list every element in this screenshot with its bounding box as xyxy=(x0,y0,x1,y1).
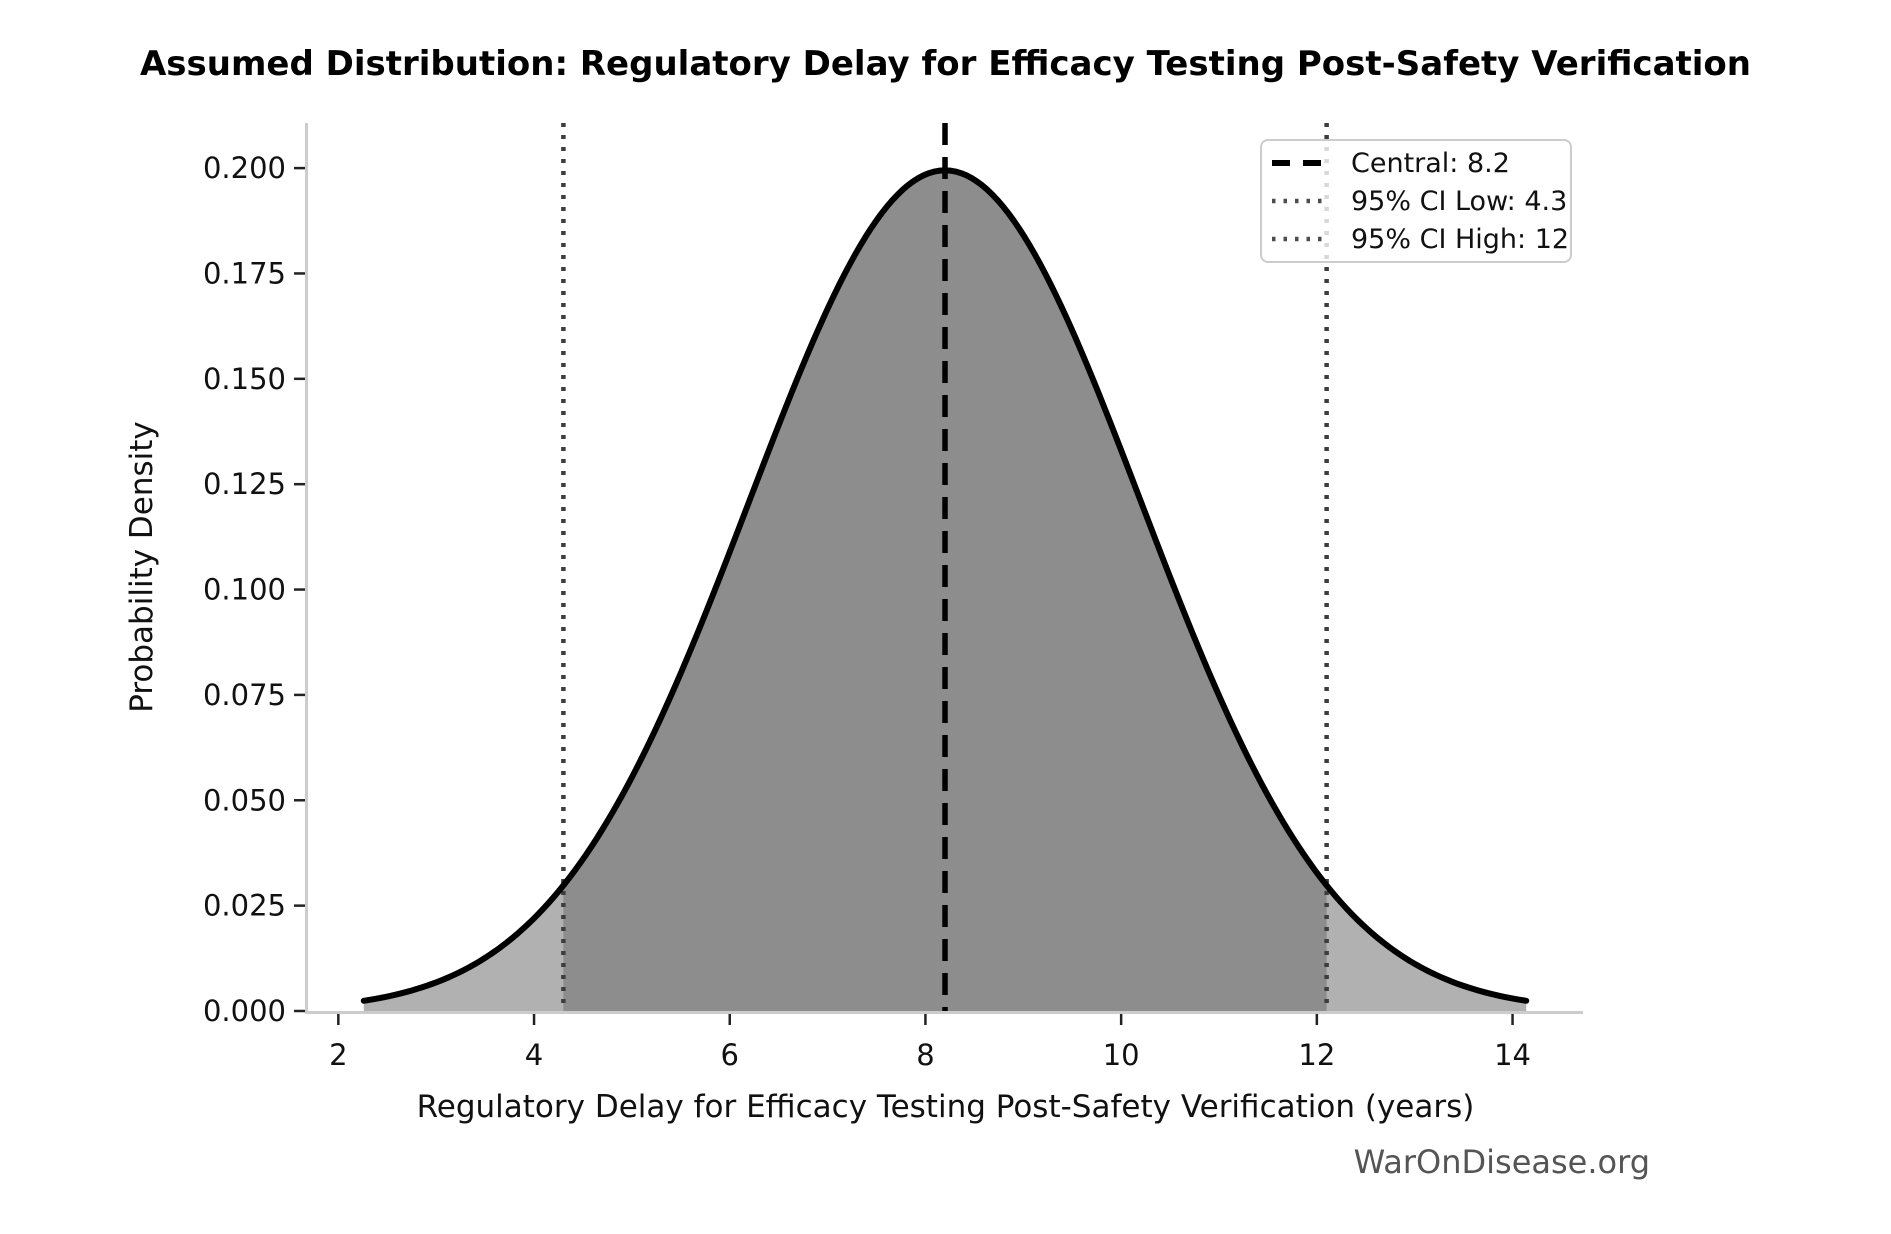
legend: Central: 8.2 95% CI Low: 4.3 95% CI High… xyxy=(1260,139,1572,263)
legend-dotted-line-sample xyxy=(1272,198,1328,204)
chart-title: Assumed Distribution: Regulatory Delay f… xyxy=(139,44,1751,84)
legend-item-ci-high: 95% CI High: 12 xyxy=(1271,224,1569,255)
legend-label-ci-low: 95% CI Low: 4.3 xyxy=(1351,185,1568,217)
x-tick-label: 14 xyxy=(1494,1038,1531,1072)
x-tick-label: 4 xyxy=(525,1038,543,1072)
legend-label-ci-high: 95% CI High: 12 xyxy=(1351,223,1570,255)
y-tick-label: 0.150 xyxy=(203,362,286,396)
legend-label-central: Central: 8.2 xyxy=(1351,147,1510,179)
y-axis-label: Probability Density xyxy=(124,421,160,713)
y-tick-label: 0.050 xyxy=(203,783,286,817)
density-curve xyxy=(360,167,1530,1004)
y-tick-label: 0.100 xyxy=(203,573,286,607)
x-axis-label: Regulatory Delay for Efficacy Testing Po… xyxy=(416,1089,1475,1125)
watermark: WarOnDisease.org xyxy=(1353,1143,1650,1181)
x-tick-label: 8 xyxy=(916,1038,934,1072)
legend-item-central: Central: 8.2 xyxy=(1271,148,1558,179)
y-tick-label: 0.200 xyxy=(203,151,286,185)
y-tick-label: 0.025 xyxy=(203,889,286,923)
legend-dashed-line-sample xyxy=(1272,160,1328,166)
y-tick-label: 0.075 xyxy=(203,678,286,712)
x-tick-label: 10 xyxy=(1103,1038,1140,1072)
legend-dotted-line-sample xyxy=(1272,236,1328,242)
area-fill-ci xyxy=(563,170,1327,1011)
y-tick-label: 0.175 xyxy=(203,256,286,290)
legend-item-ci-low: 95% CI Low: 4.3 xyxy=(1271,186,1567,217)
y-tick-label: 0.000 xyxy=(203,994,286,1028)
y-tick-label: 0.125 xyxy=(203,467,286,501)
x-tick-label: 6 xyxy=(721,1038,739,1072)
x-tick-label: 12 xyxy=(1298,1038,1335,1072)
x-tick-label: 2 xyxy=(329,1038,347,1072)
